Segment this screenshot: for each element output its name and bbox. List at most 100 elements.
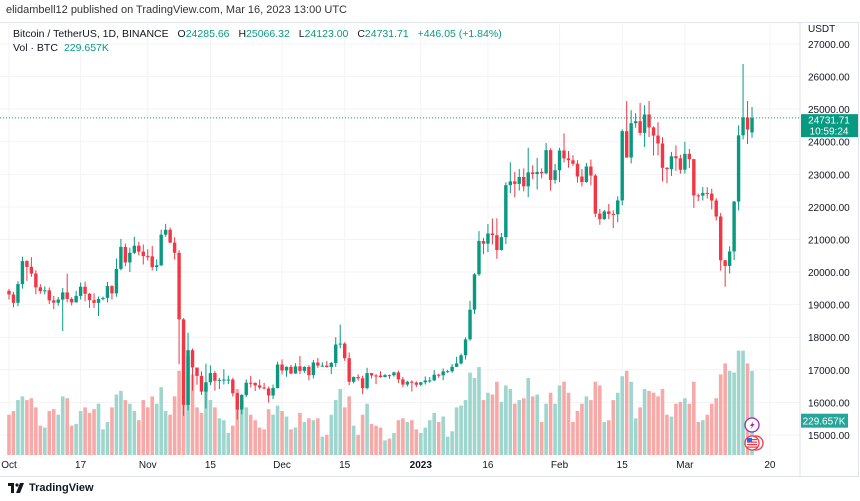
candle-body[interactable] bbox=[486, 233, 490, 244]
candle-body[interactable] bbox=[378, 375, 383, 378]
candle-body[interactable] bbox=[727, 251, 732, 266]
candle-body[interactable] bbox=[607, 211, 611, 214]
candle-body[interactable] bbox=[244, 382, 248, 396]
candle-body[interactable] bbox=[530, 172, 535, 175]
candle-body[interactable] bbox=[343, 343, 347, 359]
candle-body[interactable] bbox=[316, 362, 320, 366]
candle-body[interactable] bbox=[25, 261, 29, 267]
candle-body[interactable] bbox=[745, 117, 750, 130]
candle-body[interactable] bbox=[477, 240, 481, 275]
candle-body[interactable] bbox=[172, 242, 177, 253]
candle-body[interactable] bbox=[450, 366, 454, 372]
candle-body[interactable] bbox=[137, 245, 141, 252]
candle-body[interactable] bbox=[235, 393, 239, 410]
candle-body[interactable] bbox=[557, 150, 562, 171]
candle-body[interactable] bbox=[683, 153, 687, 170]
candle-body[interactable] bbox=[647, 114, 651, 128]
candle-body[interactable] bbox=[656, 135, 660, 144]
candle-body[interactable] bbox=[513, 181, 517, 184]
candle-body[interactable] bbox=[47, 290, 51, 301]
candle-body[interactable] bbox=[374, 375, 378, 377]
candle-body[interactable] bbox=[575, 163, 580, 177]
candle-body[interactable] bbox=[669, 156, 674, 170]
candle-body[interactable] bbox=[651, 127, 656, 136]
candle-body[interactable] bbox=[204, 382, 208, 392]
candle-body[interactable] bbox=[69, 298, 74, 303]
candle-body[interactable] bbox=[266, 388, 271, 396]
candle-body[interactable] bbox=[329, 362, 333, 368]
candle-body[interactable] bbox=[240, 395, 244, 410]
candle-body[interactable] bbox=[168, 229, 172, 243]
candle-body[interactable] bbox=[741, 117, 745, 136]
candle-body[interactable] bbox=[334, 344, 338, 363]
candle-body[interactable] bbox=[580, 176, 584, 183]
candle-body[interactable] bbox=[696, 195, 701, 197]
candle-body[interactable] bbox=[262, 387, 266, 389]
footer-brand[interactable]: TradingView bbox=[8, 482, 94, 494]
candle-body[interactable] bbox=[249, 382, 253, 384]
candle-body[interactable] bbox=[629, 123, 633, 158]
candle-body[interactable] bbox=[723, 260, 727, 266]
candle-body[interactable] bbox=[602, 211, 607, 220]
candle-body[interactable] bbox=[275, 364, 280, 388]
candle-body[interactable] bbox=[553, 170, 557, 180]
candle-body[interactable] bbox=[463, 339, 468, 356]
candle-body[interactable] bbox=[687, 153, 692, 160]
candle-body[interactable] bbox=[190, 350, 195, 368]
candle-body[interactable] bbox=[146, 256, 150, 258]
candle-body[interactable] bbox=[508, 181, 513, 186]
candle-body[interactable] bbox=[141, 251, 145, 257]
candle-body[interactable] bbox=[750, 117, 754, 133]
candle-body[interactable] bbox=[222, 379, 226, 381]
candle-body[interactable] bbox=[499, 237, 504, 251]
candle-body[interactable] bbox=[195, 367, 199, 376]
candle-body[interactable] bbox=[678, 158, 683, 170]
candle-body[interactable] bbox=[490, 233, 495, 236]
candle-body[interactable] bbox=[11, 294, 16, 303]
candle-body[interactable] bbox=[52, 300, 56, 303]
candle-body[interactable] bbox=[638, 121, 642, 133]
candle-body[interactable] bbox=[34, 273, 38, 288]
candle-body[interactable] bbox=[226, 379, 231, 381]
candle-body[interactable] bbox=[132, 245, 137, 253]
candle-body[interactable] bbox=[522, 176, 526, 187]
candle-body[interactable] bbox=[105, 286, 110, 298]
candle-body[interactable] bbox=[419, 382, 423, 385]
candle-body[interactable] bbox=[302, 366, 307, 371]
candle-body[interactable] bbox=[633, 121, 638, 124]
candle-body[interactable] bbox=[718, 216, 723, 261]
candle-body[interactable] bbox=[410, 381, 414, 383]
candle-body[interactable] bbox=[598, 213, 602, 220]
candle-body[interactable] bbox=[571, 160, 575, 164]
candle-body[interactable] bbox=[311, 362, 316, 376]
candle-body[interactable] bbox=[289, 366, 293, 374]
candle-body[interactable] bbox=[441, 371, 445, 376]
candle-body[interactable] bbox=[428, 380, 432, 382]
candle-body[interactable] bbox=[436, 374, 441, 376]
candle-body[interactable] bbox=[284, 366, 289, 371]
candle-body[interactable] bbox=[351, 377, 356, 382]
candle-body[interactable] bbox=[7, 290, 11, 295]
candle-body[interactable] bbox=[96, 299, 101, 303]
candle-body[interactable] bbox=[92, 300, 96, 303]
candle-body[interactable] bbox=[128, 252, 132, 263]
candle-body[interactable] bbox=[293, 366, 298, 374]
candle-body[interactable] bbox=[150, 256, 154, 268]
candle-body[interactable] bbox=[589, 166, 593, 176]
candle-body[interactable] bbox=[325, 365, 329, 368]
candle-body[interactable] bbox=[114, 268, 119, 294]
candle-body[interactable] bbox=[584, 166, 589, 183]
candle-body[interactable] bbox=[714, 200, 718, 217]
candle-body[interactable] bbox=[320, 365, 325, 367]
lightning-event-icon[interactable] bbox=[744, 417, 760, 433]
candle-body[interactable] bbox=[61, 292, 65, 300]
candle-body[interactable] bbox=[548, 150, 553, 180]
candle-body[interactable] bbox=[692, 159, 696, 196]
candle-body[interactable] bbox=[365, 373, 369, 389]
candle-body[interactable] bbox=[396, 372, 401, 380]
candle-body[interactable] bbox=[414, 382, 419, 385]
candle-body[interactable] bbox=[616, 200, 620, 215]
candle-body[interactable] bbox=[660, 143, 665, 168]
candle-body[interactable] bbox=[710, 193, 714, 201]
candle-body[interactable] bbox=[257, 385, 262, 388]
